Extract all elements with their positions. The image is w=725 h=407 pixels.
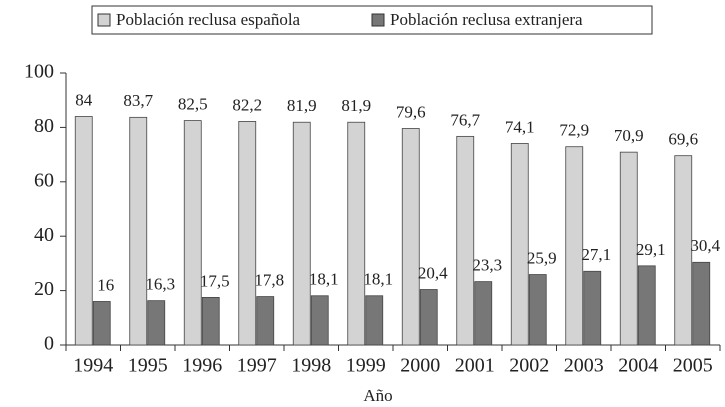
bar xyxy=(183,120,202,346)
bar xyxy=(510,143,529,346)
x-tick-label: 2002 xyxy=(509,355,549,377)
value-label: 30,4 xyxy=(690,236,720,255)
x-tick-label: 2004 xyxy=(618,355,658,377)
legend-swatch xyxy=(97,13,111,27)
legend-box xyxy=(91,5,653,35)
bar xyxy=(92,301,111,346)
bar xyxy=(238,121,257,346)
value-label: 20,4 xyxy=(418,263,448,282)
value-label: 81,9 xyxy=(341,96,371,115)
value-label: 82,2 xyxy=(232,95,262,114)
value-label: 69,6 xyxy=(668,130,698,149)
bar xyxy=(365,295,384,346)
x-tick-label: 1996 xyxy=(182,355,222,377)
bar xyxy=(674,155,693,346)
bar xyxy=(583,270,602,346)
bar xyxy=(129,116,148,346)
y-tick-label: 0 xyxy=(44,333,54,355)
value-label: 18,1 xyxy=(363,270,393,289)
bar xyxy=(419,289,438,346)
value-label: 16,3 xyxy=(145,275,175,294)
value-label: 29,1 xyxy=(636,240,666,259)
bar xyxy=(310,295,329,346)
value-label: 27,1 xyxy=(581,245,611,264)
value-label: 70,9 xyxy=(614,126,644,145)
bar xyxy=(474,281,493,346)
bar xyxy=(201,296,220,346)
y-tick-label: 60 xyxy=(34,169,54,191)
value-label: 82,5 xyxy=(178,95,208,114)
value-label: 17,5 xyxy=(200,271,230,290)
x-tick-label: 1994 xyxy=(73,355,113,377)
value-label: 76,7 xyxy=(450,110,480,129)
value-label: 81,9 xyxy=(287,96,317,115)
bar xyxy=(692,261,711,346)
x-axis-title: Año xyxy=(363,386,392,405)
y-tick-label: 80 xyxy=(34,115,54,137)
x-tick-label: 1995 xyxy=(128,355,168,377)
x-tick-label: 2001 xyxy=(455,355,495,377)
y-tick-label: 40 xyxy=(34,224,54,246)
bar xyxy=(637,265,656,346)
bar xyxy=(74,116,93,346)
legend-label: Población reclusa española xyxy=(116,10,301,29)
x-tick-label: 1997 xyxy=(237,355,277,377)
value-label: 83,7 xyxy=(123,91,153,110)
x-tick-label: 1999 xyxy=(346,355,386,377)
bar xyxy=(347,121,366,346)
legend-swatch xyxy=(371,13,385,27)
bar xyxy=(456,135,475,346)
value-label: 25,9 xyxy=(527,248,557,267)
value-label: 79,6 xyxy=(396,102,426,121)
x-tick-label: 1998 xyxy=(291,355,331,377)
value-label: 74,1 xyxy=(505,117,535,136)
y-tick-label: 100 xyxy=(24,61,54,83)
x-tick-label: 2000 xyxy=(400,355,440,377)
value-label: 16 xyxy=(97,275,114,294)
bar xyxy=(292,121,311,346)
bar xyxy=(565,146,584,346)
bar xyxy=(147,300,166,346)
bar xyxy=(401,128,420,346)
bar xyxy=(528,274,547,346)
bar xyxy=(256,296,275,346)
x-tick-label: 2003 xyxy=(564,355,604,377)
value-label: 17,8 xyxy=(254,270,284,289)
bar xyxy=(619,151,638,346)
legend-label: Población reclusa extranjera xyxy=(390,10,583,29)
x-tick-label: 2005 xyxy=(673,355,713,377)
value-label: 72,9 xyxy=(559,121,589,140)
value-label: 18,1 xyxy=(309,270,339,289)
y-tick-label: 20 xyxy=(34,278,54,300)
value-label: 84 xyxy=(75,90,93,109)
value-label: 23,3 xyxy=(472,256,502,275)
